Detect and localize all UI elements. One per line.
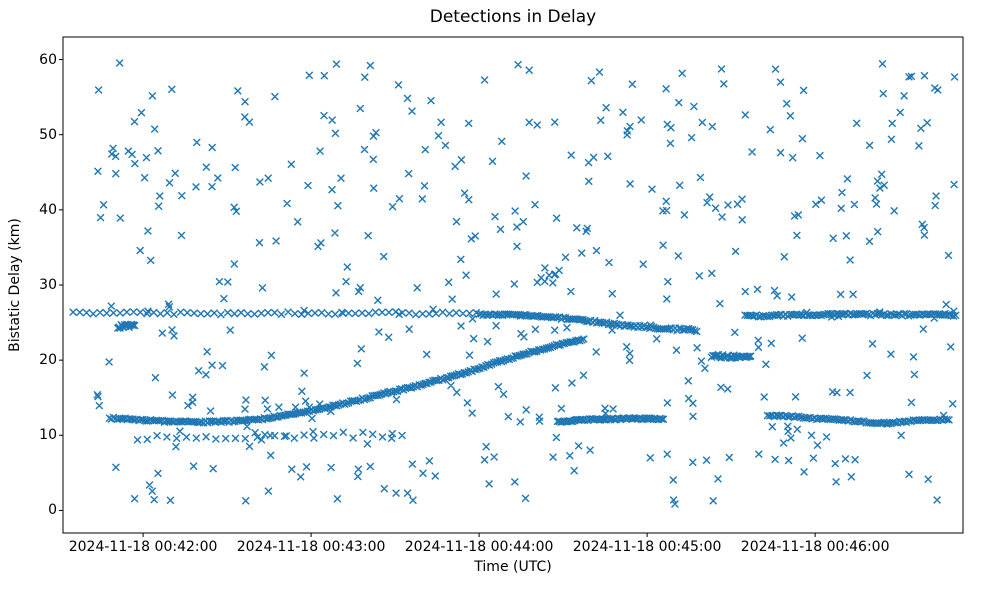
y-tick-label: 30 xyxy=(39,277,57,293)
chart-title: Detections in Delay xyxy=(429,7,597,27)
x-tick-label: 2024-11-18 00:45:00 xyxy=(572,539,722,555)
y-tick-label: 0 xyxy=(48,502,57,519)
y-tick-label: 20 xyxy=(39,352,57,369)
y-tick-label: 60 xyxy=(39,51,57,68)
track-low-track-2 xyxy=(553,414,668,426)
x-axis-label: Time (UTC) xyxy=(474,559,552,575)
y-axis-label: Bistatic Delay (km) xyxy=(7,218,23,352)
y-tick-label: 40 xyxy=(39,201,57,218)
track-rising-target-track xyxy=(105,335,588,427)
track-flat-track-right xyxy=(741,309,960,321)
x-tick-label: 2024-11-18 00:44:00 xyxy=(404,539,554,555)
track-cluster-20p5 xyxy=(707,350,755,362)
x-tick-label: 2024-11-18 00:46:00 xyxy=(740,539,890,555)
track-sparse-low-ghost-track xyxy=(133,428,406,444)
y-tick-label: 50 xyxy=(39,126,57,143)
track-flat-track-left xyxy=(69,307,481,319)
clutter-detections xyxy=(93,59,959,508)
x-tick-label: 2024-11-18 00:42:00 xyxy=(68,539,218,555)
y-tick-label: 10 xyxy=(39,427,57,444)
track-flat-track-mid-decline xyxy=(475,310,701,336)
track-cluster-24p5-left xyxy=(114,320,139,332)
track-low-track-3 xyxy=(763,411,953,428)
x-tick-label: 2024-11-18 00:43:00 xyxy=(236,539,386,555)
